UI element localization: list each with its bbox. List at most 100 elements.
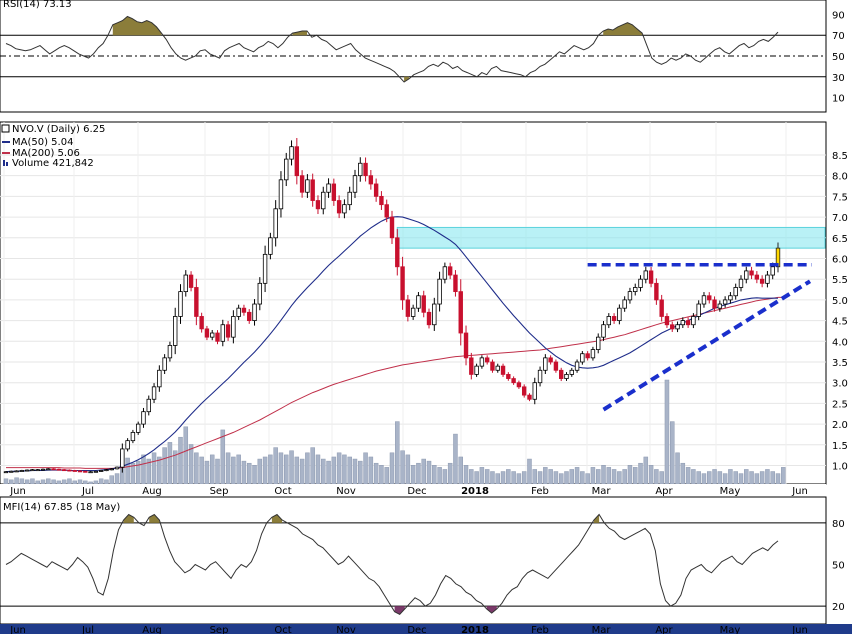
- candle-body: [284, 158, 289, 181]
- candle-body: [268, 237, 273, 255]
- volume-bar: [231, 456, 236, 485]
- price-tick-label: 3.5: [832, 358, 848, 369]
- date-label-top: Jul: [81, 486, 94, 497]
- date-label-bottom: Jun: [791, 625, 808, 634]
- volume-bar: [262, 456, 268, 485]
- candle-body: [135, 423, 141, 433]
- price-tick-label: 8.5: [832, 151, 848, 162]
- volume-bar: [717, 471, 723, 485]
- candle-body: [521, 386, 527, 396]
- volume-bar: [204, 460, 210, 485]
- date-label-top: Oct: [274, 486, 291, 497]
- candle-body: [701, 295, 707, 305]
- candle-body: [167, 345, 173, 359]
- volume-bar: [321, 458, 326, 485]
- volume-bar: [474, 471, 479, 485]
- candle-body: [627, 291, 633, 301]
- candle-body: [358, 162, 363, 177]
- candle-body: [775, 247, 781, 268]
- candle-body: [19, 470, 25, 472]
- candle-body: [659, 299, 664, 317]
- candle-body: [569, 369, 574, 375]
- mfi-tick-label: 80: [832, 519, 845, 530]
- volume-bar: [548, 469, 553, 485]
- candle-body: [580, 353, 585, 363]
- candle-body: [321, 191, 326, 210]
- candle-body: [543, 357, 548, 371]
- volume-bar: [627, 465, 633, 485]
- date-label-top: Feb: [531, 486, 549, 497]
- candle-body: [744, 270, 749, 280]
- volume-bar: [289, 450, 294, 485]
- volume-bar: [40, 479, 46, 485]
- volume-bar: [67, 478, 72, 485]
- mfi-tick-label: 20: [832, 602, 845, 613]
- volume-bar: [46, 478, 51, 485]
- candle-body: [691, 316, 696, 326]
- candle-body: [405, 299, 411, 317]
- candle-body: [506, 374, 511, 379]
- candle-body: [490, 361, 495, 371]
- candle-body: [241, 307, 247, 313]
- candle-body: [342, 204, 347, 214]
- volume-bar: [151, 452, 157, 485]
- candle-body: [400, 266, 405, 301]
- volume-bar: [437, 467, 442, 485]
- volume-bar: [707, 471, 712, 485]
- volume-bar: [278, 452, 284, 485]
- candle-body: [67, 469, 72, 472]
- candle-body: [437, 278, 442, 305]
- volume-bar: [252, 465, 257, 485]
- volume-bar: [611, 469, 617, 485]
- volume-bar: [400, 450, 405, 485]
- price-tick-label: 4.0: [832, 337, 848, 348]
- volume-bar: [342, 454, 347, 485]
- volume-bar: [553, 471, 559, 485]
- rsi-tick-label: 50: [832, 52, 845, 63]
- volume-bar: [479, 467, 485, 485]
- volume-bar: [421, 458, 426, 485]
- date-label-bottom: Aug: [142, 625, 162, 634]
- volume-bar: [194, 452, 199, 485]
- mfi-tick-label: 50: [832, 560, 845, 571]
- candle-body: [194, 287, 199, 317]
- volume-bar: [257, 458, 263, 485]
- volume-bar: [558, 473, 564, 485]
- date-label-top: 2018: [461, 486, 489, 497]
- volume-bar: [14, 477, 19, 485]
- price-panel: 8.5 8.0 7.5 7.0 6.5 6.0 5.5 5.0 4.5 4.0 3.5 3.0 2.5 2…: [0, 121, 848, 485]
- candle-body: [696, 303, 701, 317]
- candle-body: [707, 295, 712, 301]
- candle-body: [347, 191, 352, 206]
- volume-bar: [141, 454, 146, 485]
- indicator-fill: [394, 606, 405, 615]
- candle-body: [51, 468, 56, 471]
- price-candles: [3, 138, 781, 474]
- candle-body: [463, 332, 469, 359]
- volume-bar: [675, 452, 680, 485]
- volume-bar: [733, 471, 738, 485]
- volume-bar: [114, 473, 120, 485]
- volume-bar: [225, 452, 231, 485]
- volume-bar: [246, 462, 252, 485]
- candle-body: [363, 162, 368, 177]
- volume-bar: [569, 469, 575, 485]
- candle-body: [310, 179, 315, 201]
- indicator-fill: [112, 16, 162, 36]
- volume-bar: [305, 452, 310, 485]
- candle-body: [574, 361, 580, 371]
- volume-bar: [654, 469, 659, 485]
- candle-body: [120, 448, 125, 468]
- volume-bar: [83, 480, 88, 485]
- volume-bar: [51, 479, 56, 485]
- date-label-top: Dec: [407, 486, 426, 497]
- support-trendline: [602, 279, 812, 412]
- volume-bar: [749, 471, 754, 485]
- candle-body: [495, 365, 500, 371]
- volume-bar: [622, 469, 627, 485]
- indicator-fill: [603, 22, 643, 36]
- indicator-fill: [486, 606, 497, 614]
- volume-bar: [638, 462, 643, 485]
- candle-body: [373, 183, 379, 197]
- candle-body: [685, 320, 691, 326]
